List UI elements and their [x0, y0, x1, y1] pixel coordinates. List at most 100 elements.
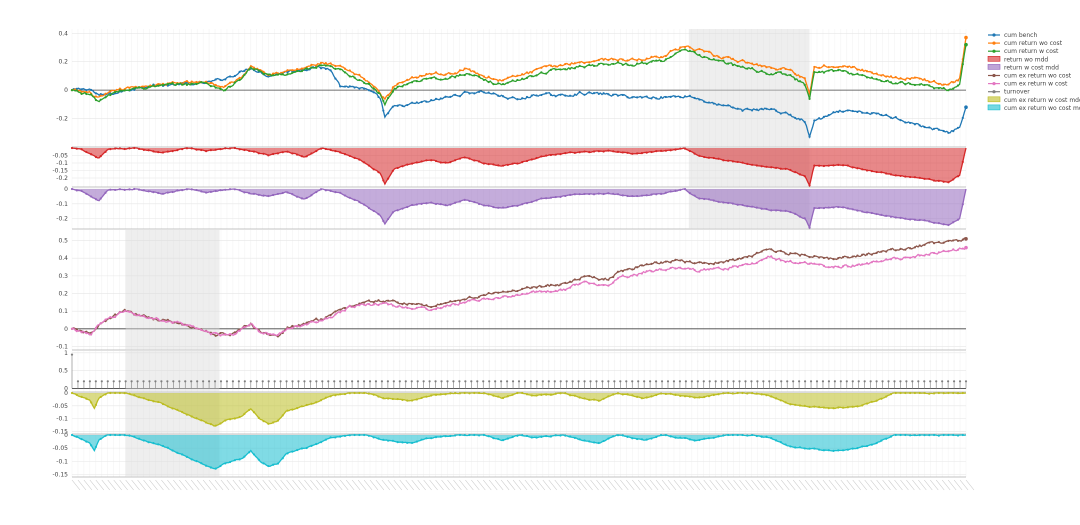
series-point: [947, 89, 950, 92]
series-point: [401, 81, 404, 84]
series-point: [487, 393, 490, 396]
series-point: [291, 408, 294, 411]
series-point: [377, 437, 380, 440]
series-point: [650, 270, 653, 273]
series-point: [947, 433, 950, 437]
series-point: [568, 94, 572, 97]
series-point: [487, 91, 490, 94]
series-point: [372, 85, 375, 88]
x-tick-mark: [393, 479, 403, 491]
series-point: [861, 74, 864, 77]
series-point: [861, 263, 864, 266]
series-point: [899, 258, 902, 261]
turnover-point: [422, 380, 425, 383]
series-point: [497, 437, 500, 441]
series-point: [406, 441, 409, 444]
series-point: [463, 301, 466, 304]
series-point: [712, 156, 715, 160]
series-point: [281, 151, 284, 154]
series-point: [415, 161, 418, 164]
legend-item-cum-ex-return-w-cost-mdd[interactable]: cum ex return w cost mdd: [987, 96, 1080, 104]
series-point: [473, 92, 476, 95]
series-point: [942, 129, 945, 133]
turnover-point: [321, 380, 324, 383]
series-point: [372, 436, 375, 439]
legend-item-return-w-cost-mdd[interactable]: return w cost mdd: [987, 64, 1059, 71]
series-point: [937, 86, 940, 90]
series-point: [832, 266, 835, 269]
series-point: [75, 89, 78, 92]
series-point: [798, 404, 802, 407]
x-tick-mark: [906, 479, 915, 491]
series-point: [755, 108, 758, 111]
series-point: [497, 82, 500, 85]
series-point: [664, 149, 667, 152]
series-point: [760, 65, 763, 68]
series-point: [506, 295, 509, 299]
series-point: [683, 436, 687, 440]
legend-item-cum-return-w-cost[interactable]: cum return w cost: [988, 48, 1059, 55]
legend-item-cum-return-wo-cost[interactable]: cum return wo cost: [988, 40, 1063, 47]
legend-item-return-wo-mdd[interactable]: return wo mdd: [987, 55, 1048, 63]
x-tick-mark: [584, 479, 593, 491]
x-tick-mark: [679, 479, 689, 491]
series-point: [894, 75, 897, 79]
series-point: [190, 82, 193, 85]
series-point: [80, 90, 83, 93]
y-tick-label: 0.5: [58, 238, 68, 245]
legend-item-cum-ex-return-wo-cost-mdd[interactable]: cum ex return wo cost mdd: [987, 104, 1080, 112]
series-point: [640, 61, 644, 64]
series-point: [291, 69, 294, 72]
series-point: [497, 94, 500, 97]
series-point: [794, 446, 797, 449]
series-point: [818, 263, 821, 266]
turnover-point: [416, 380, 419, 383]
series-point: [616, 150, 620, 153]
series-point: [406, 306, 409, 309]
series-point: [339, 308, 342, 311]
series-point: [391, 304, 394, 307]
series-point: [123, 89, 126, 92]
series-point: [401, 398, 404, 401]
series-point: [372, 87, 375, 90]
legend-item-turnover[interactable]: turnover: [988, 89, 1030, 96]
y-tick-label: -0.15: [52, 428, 68, 435]
y-tick-label: -0.2: [56, 216, 68, 223]
series-point: [736, 107, 739, 110]
series-point: [961, 160, 964, 163]
x-tick-mark: [262, 479, 271, 491]
x-tick-mark: [465, 479, 474, 491]
series-point: [99, 197, 102, 200]
x-tick-mark: [840, 479, 850, 491]
series-point: [521, 203, 524, 206]
series-point: [952, 239, 955, 242]
series-point: [142, 314, 145, 318]
series-point: [616, 277, 620, 280]
series-point: [406, 103, 409, 107]
series-point: [894, 216, 897, 219]
series-point: [679, 259, 682, 262]
series-point: [310, 66, 313, 69]
series-point: [731, 392, 735, 395]
series-point: [832, 66, 835, 69]
turnover-point: [637, 380, 640, 383]
legend-item-cum-bench[interactable]: cum bench: [988, 32, 1037, 39]
series-point: [549, 435, 553, 438]
series-point: [439, 78, 442, 81]
series-point: [214, 334, 217, 337]
series-point: [276, 152, 280, 155]
x-tick-mark: [268, 479, 277, 491]
series-point: [650, 55, 653, 58]
turnover-point: [935, 380, 938, 383]
series-point: [841, 256, 845, 259]
legend-item-cum-ex-return-w-cost[interactable]: cum ex return w cost: [988, 81, 1068, 88]
series-point: [588, 61, 591, 64]
series-point: [200, 81, 203, 84]
series-point: [449, 76, 452, 79]
legend-item-cum-ex-return-wo-cost[interactable]: cum ex return wo cost: [988, 73, 1072, 80]
turnover-point: [827, 380, 831, 383]
series-point: [636, 59, 639, 62]
series-point: [80, 395, 83, 398]
series-point: [367, 206, 371, 210]
